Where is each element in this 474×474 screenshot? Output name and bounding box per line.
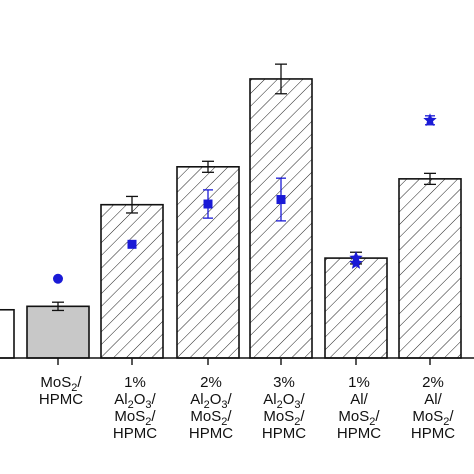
marker-s1-4 — [276, 195, 286, 205]
x-tick-label-1-0: MoS2/ — [40, 374, 82, 394]
marker-s2-5 — [349, 256, 363, 269]
x-tick-label-2-3: HPMC — [113, 425, 157, 442]
x-tick-label-2-0: 1% — [124, 374, 146, 391]
marker-s1-1 — [53, 273, 63, 284]
marker-s2-6 — [423, 113, 437, 126]
bar-error-6 — [424, 172, 436, 186]
bar-0 — [0, 308, 15, 359]
bar-5 — [324, 257, 388, 359]
x-tick-label-6-0: 2% — [422, 374, 444, 391]
marker-group — [53, 113, 437, 284]
x-tick-label-4-0: 3% — [273, 374, 295, 391]
bar-group — [0, 63, 462, 359]
x-tick-label-3-3: HPMC — [189, 425, 233, 442]
bar-6 — [398, 178, 462, 359]
x-tick-label-group: CMoS2/HPMC1%Al2O3/MoS2/HPMC2%Al2O3/MoS2/… — [39, 374, 455, 442]
bar-1 — [26, 305, 90, 359]
x-tick-label-5-0: 1% — [348, 374, 370, 391]
x-tick-label-3-0: 2% — [200, 374, 222, 391]
marker-s1-3 — [203, 199, 213, 209]
x-tick-label-5-3: HPMC — [337, 425, 381, 442]
x-tick-label-6-2: MoS2/ — [412, 408, 454, 428]
x-tick-label-3-1: Al2O3/ — [190, 391, 232, 411]
x-tick-label-4-2: MoS2/ — [263, 408, 305, 428]
x-tick-label-2-1: Al2O3/ — [114, 391, 156, 411]
x-tick-label-5-1: Al/ — [350, 391, 368, 408]
x-tick-label-5-2: MoS2/ — [338, 408, 380, 428]
x-tick-group — [57, 358, 431, 365]
bar-error-3 — [202, 160, 214, 173]
x-tick-label-1-1: HPMC — [39, 391, 83, 408]
bar-2 — [100, 203, 164, 359]
x-tick-label-6-3: HPMC — [411, 425, 455, 442]
x-tick-label-4-3: HPMC — [262, 425, 306, 442]
bar-error-1 — [52, 301, 64, 312]
x-tick-label-6-1: Al/ — [424, 391, 442, 408]
x-tick-label-4-1: Al2O3/ — [263, 391, 305, 411]
bar-error-4 — [275, 63, 287, 95]
x-tick-label-3-2: MoS2/ — [190, 408, 232, 428]
marker-s1-2 — [127, 239, 137, 249]
x-tick-label-2-2: MoS2/ — [114, 408, 156, 428]
bar-error-2 — [126, 195, 138, 214]
